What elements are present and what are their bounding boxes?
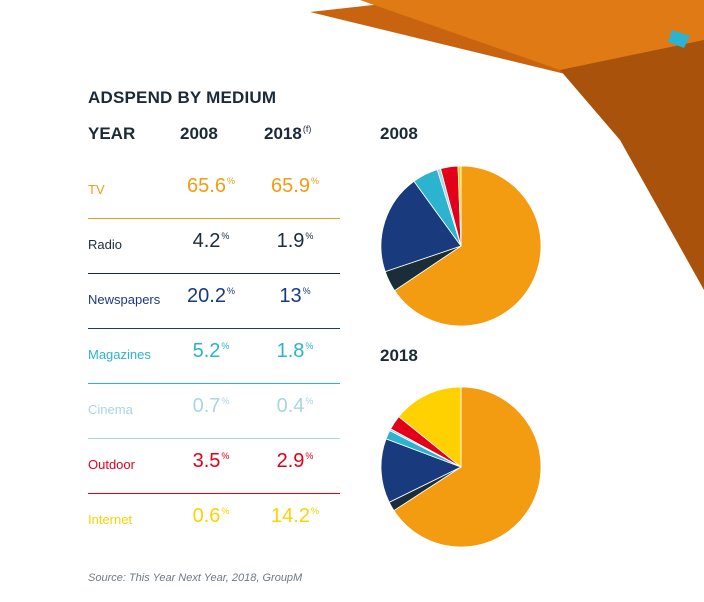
pie-title-2008: 2008 [380, 124, 418, 143]
value-unit: % [221, 506, 230, 516]
value-unit: % [226, 176, 235, 186]
row-value-2018: 14.2% [260, 505, 330, 528]
pie-slice-newspapers [380, 438, 463, 503]
value-unit: % [221, 231, 230, 241]
row-label: TV [88, 182, 105, 197]
value-unit: % [221, 451, 230, 461]
value-number: 65.9 [271, 175, 310, 197]
pie-slice-tv [393, 386, 542, 548]
value-number: 0.4 [276, 395, 305, 417]
table-row: Newspapers 20.2% 13% [88, 273, 340, 329]
header-2018-label: 2018 [264, 124, 302, 143]
source-note: Source: This Year Next Year, 2018, Group… [88, 572, 303, 584]
pie-slice-tv [393, 165, 542, 327]
row-label: Radio [88, 237, 122, 252]
value-unit: % [221, 341, 230, 351]
row-label: Newspapers [88, 292, 161, 307]
header-2018: 2018(f) [264, 124, 311, 144]
table-row: Radio 4.2% 1.9% [88, 218, 340, 274]
value-unit: % [302, 286, 311, 296]
row-value-2018: 0.4% [260, 395, 330, 418]
value-number: 14.2 [271, 505, 310, 527]
row-label: Magazines [88, 347, 151, 362]
value-number: 3.5 [192, 450, 221, 472]
value-number: 20.2 [187, 285, 226, 307]
row-value-2018: 2.9% [260, 450, 330, 473]
value-number: 0.7 [192, 395, 221, 417]
pie-slice-internet [398, 386, 462, 468]
row-value-2018: 13% [260, 285, 330, 308]
value-number: 4.2 [192, 230, 221, 252]
row-value-2008: 65.6% [176, 175, 246, 198]
table-row: Outdoor 3.5% 2.9% [88, 438, 340, 494]
value-number: 13 [279, 285, 302, 307]
row-value-2008: 4.2% [176, 230, 246, 253]
value-number: 2.9 [276, 450, 305, 472]
value-unit: % [226, 286, 235, 296]
pie-slice-internet [457, 165, 462, 247]
table-row: Magazines 5.2% 1.8% [88, 328, 340, 384]
value-number: 65.6 [187, 175, 226, 197]
value-unit: % [305, 231, 314, 241]
pie-title-2018: 2018 [380, 346, 418, 365]
row-label: Cinema [88, 402, 133, 417]
value-unit: % [310, 506, 319, 516]
pie-chart-2018 [380, 386, 542, 548]
row-value-2018: 65.9% [260, 175, 330, 198]
table-row: Cinema 0.7% 0.4% [88, 383, 340, 439]
table-row: Internet 0.6% 14.2% [88, 493, 340, 548]
row-value-2018: 1.9% [260, 230, 330, 253]
row-value-2008: 20.2% [176, 285, 246, 308]
row-value-2018: 1.8% [260, 340, 330, 363]
row-value-2008: 3.5% [176, 450, 246, 473]
value-unit: % [305, 341, 314, 351]
value-number: 1.8 [276, 340, 305, 362]
pie-chart-2008 [380, 165, 542, 327]
header-year: YEAR [88, 124, 136, 143]
row-label: Internet [88, 512, 133, 527]
table-row: TV 65.6% 65.9% [88, 163, 340, 219]
value-unit: % [310, 176, 319, 186]
value-number: 1.9 [276, 230, 305, 252]
header-2018-note: (f) [302, 124, 312, 134]
value-number: 0.6 [192, 505, 221, 527]
row-value-2008: 5.2% [176, 340, 246, 363]
value-unit: % [305, 396, 314, 406]
row-value-2008: 0.7% [176, 395, 246, 418]
value-unit: % [305, 451, 314, 461]
value-number: 5.2 [192, 340, 221, 362]
header-2008: 2008 [180, 124, 218, 143]
row-value-2008: 0.6% [176, 505, 246, 528]
row-label: Outdoor [88, 457, 135, 472]
value-unit: % [221, 396, 230, 406]
table-title: ADSPEND BY MEDIUM [88, 88, 277, 107]
pie-slice-newspapers [380, 180, 462, 273]
